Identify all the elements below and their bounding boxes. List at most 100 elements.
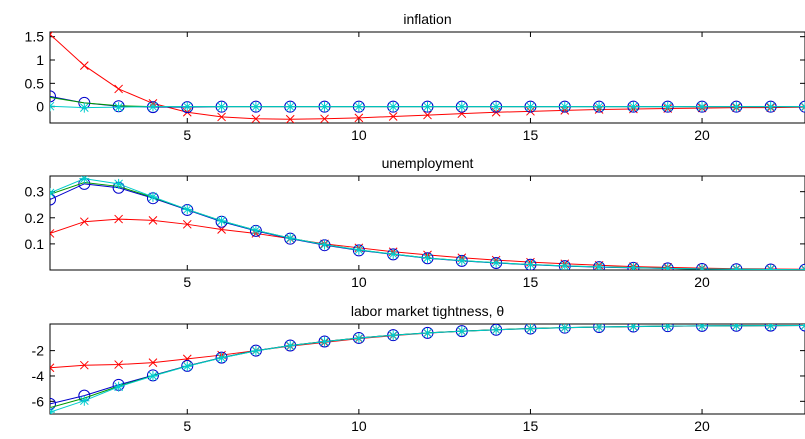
y-tick-label: 1 (36, 52, 44, 68)
chart-title: unemployment (382, 155, 474, 171)
data-point (491, 257, 502, 268)
y-tick-label: 1.5 (25, 29, 45, 45)
data-point (50, 90, 56, 103)
x-tick-label: 15 (523, 418, 539, 434)
data-point (147, 101, 158, 112)
chart-panel-2: labor market tightness, θ 5 10 15 20 -6 -4 -2 (32, 303, 805, 434)
data-point (250, 101, 261, 112)
data-point (79, 217, 89, 227)
data-point (456, 101, 467, 112)
data-point (249, 344, 262, 357)
data-point (79, 176, 90, 184)
y-tick-label: -2 (32, 343, 45, 359)
x-tick-label: 10 (351, 127, 367, 143)
data-point (353, 333, 364, 344)
y-tick-label: 0.5 (25, 75, 45, 91)
y-tick-label: -4 (32, 368, 45, 384)
data-point (216, 352, 227, 363)
data-point (525, 259, 536, 270)
chart-panel-0: inflation 5 10 15 20 0 0.5 1 1.5 (25, 11, 805, 143)
plot-area (50, 324, 805, 414)
data-point (594, 101, 605, 112)
x-tick-label: 20 (694, 127, 710, 143)
data-point (148, 358, 158, 368)
data-point (319, 239, 330, 250)
data-point (525, 101, 536, 112)
axes-box (49, 175, 805, 271)
data-point (79, 102, 90, 113)
data-point (251, 114, 261, 123)
data-point (284, 339, 297, 352)
data-point (50, 397, 56, 410)
data-point (113, 381, 124, 392)
data-point (50, 193, 56, 206)
data-point (148, 216, 158, 225)
data-point (594, 261, 605, 270)
data-point (114, 214, 123, 224)
data-point (422, 252, 433, 263)
data-point (319, 101, 330, 112)
data-point (285, 233, 296, 244)
plot-area (50, 32, 805, 123)
data-point (216, 101, 227, 112)
x-tick-label: 20 (694, 418, 710, 434)
data-point (628, 262, 639, 270)
data-point (491, 324, 502, 335)
data-point (79, 360, 89, 370)
x-tick-label: 5 (183, 418, 191, 434)
x-tick-label: 20 (694, 274, 710, 290)
data-point (353, 244, 364, 255)
chart-panel-1: unemployment 5 10 15 20 0.1 0.2 0.3 (25, 155, 805, 290)
data-point (285, 101, 296, 112)
y-tick-label: 0 (36, 99, 44, 115)
data-point (662, 101, 673, 112)
data-point (594, 324, 605, 333)
data-point (216, 215, 227, 226)
data-point (113, 102, 124, 113)
data-point (423, 110, 432, 120)
data-point (215, 351, 228, 364)
x-tick-label: 15 (523, 274, 539, 290)
data-point (388, 112, 398, 121)
data-point (422, 101, 433, 112)
x-tick-label: 15 (523, 127, 539, 143)
data-point (422, 328, 433, 338)
data-point (559, 101, 570, 112)
data-point (50, 101, 55, 112)
data-point (182, 204, 193, 215)
data-point (388, 330, 399, 341)
data-point (662, 263, 673, 270)
plot-area (50, 176, 805, 270)
data-point (628, 101, 639, 112)
data-point (285, 114, 295, 123)
data-point (50, 32, 55, 39)
axes-box (49, 31, 805, 124)
data-point (388, 249, 399, 260)
data-point (765, 264, 776, 270)
data-point (182, 361, 193, 372)
data-point (697, 324, 708, 331)
data-point (79, 395, 90, 406)
data-point (765, 101, 776, 112)
data-point (559, 324, 570, 333)
data-point (697, 101, 708, 112)
data-point (319, 336, 330, 347)
data-point (182, 101, 193, 112)
data-point (114, 84, 123, 94)
data-point (765, 324, 776, 331)
data-point (456, 326, 467, 337)
data-point (50, 229, 55, 238)
data-point (50, 407, 55, 414)
x-tick-label: 10 (351, 274, 367, 290)
data-point (250, 345, 261, 356)
x-tick-label: 10 (351, 418, 367, 434)
y-tick-label: 0.1 (25, 236, 45, 252)
axes-box (49, 323, 805, 415)
chart-title: labor market tightness, θ (351, 303, 505, 319)
data-point (114, 360, 123, 369)
x-tick-label: 5 (183, 127, 191, 143)
data-point (525, 324, 536, 334)
data-point (559, 260, 570, 270)
data-point (285, 340, 296, 351)
